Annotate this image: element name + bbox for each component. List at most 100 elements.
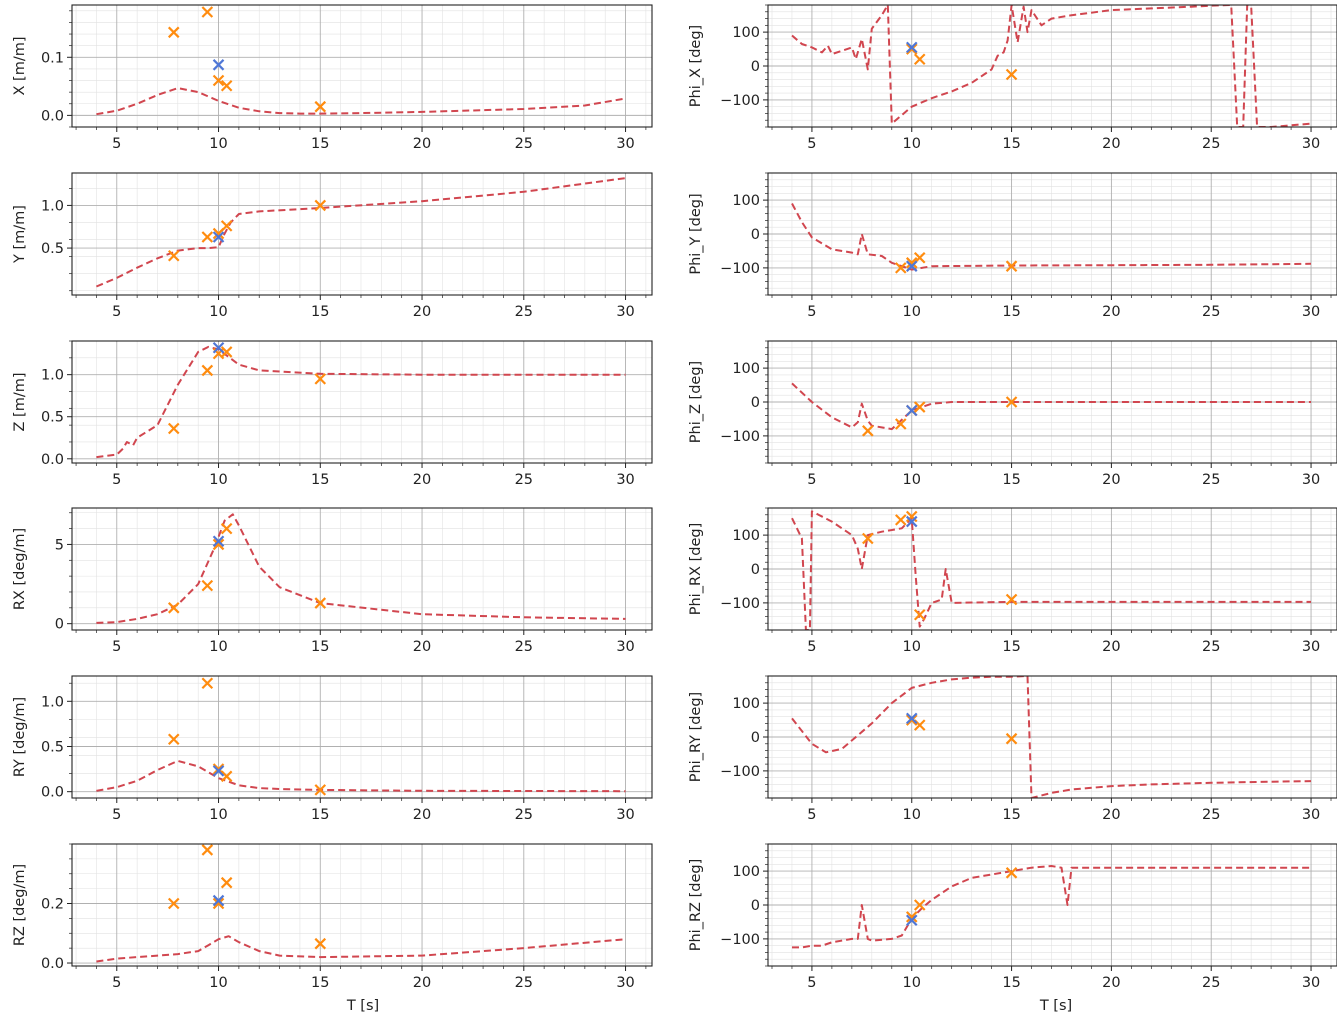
minor-grid bbox=[69, 173, 652, 298]
y-tick-label: −100 bbox=[720, 261, 760, 277]
y-tick-label: 100 bbox=[732, 25, 760, 41]
y-tick-label: 100 bbox=[732, 193, 760, 209]
y-tick-label: 0 bbox=[751, 59, 760, 75]
x-tick-label: 25 bbox=[515, 136, 533, 152]
x-tick-label: 20 bbox=[1102, 304, 1120, 320]
y-tick-label: 0 bbox=[751, 730, 760, 746]
panel-y: 5 10 15 20 25 30 0.5 1.0 Y [m/m] bbox=[12, 173, 652, 320]
x-tick-label: 20 bbox=[1102, 807, 1120, 823]
marker-orange bbox=[863, 426, 873, 436]
x-tick-label: 25 bbox=[515, 639, 533, 655]
panel-rz: 5 10 15 20 25 300.00.2RZ [deg/m] bbox=[12, 844, 652, 991]
x-tick-label: 20 bbox=[413, 304, 431, 320]
marker-orange bbox=[169, 251, 179, 261]
x-tick-label: 20 bbox=[413, 975, 431, 991]
x-tick-label: 5 bbox=[112, 639, 121, 655]
axes-frame bbox=[72, 844, 652, 966]
axes-frame bbox=[72, 341, 652, 463]
panel-phi-ry: 5 10 15 20 25 30 −100 0 100 Phi_RY [deg] bbox=[688, 676, 1337, 823]
marker-orange bbox=[896, 515, 906, 525]
x-tick-label: 10 bbox=[209, 136, 227, 152]
x-tick-label: 20 bbox=[413, 136, 431, 152]
x-tick-label: 20 bbox=[1102, 975, 1120, 991]
axes-frame bbox=[72, 173, 652, 295]
x-tick-label: 30 bbox=[1302, 639, 1320, 655]
x-tick-label: 30 bbox=[1302, 304, 1320, 320]
x-tick-label: 30 bbox=[616, 472, 634, 488]
y-axis-label-y: Y [m/m] bbox=[12, 205, 28, 264]
x-tick-label: 5 bbox=[807, 807, 816, 823]
minor-grid bbox=[765, 844, 1337, 969]
x-tick-label: 5 bbox=[112, 807, 121, 823]
y-axis-label-z: Z [m/m] bbox=[12, 373, 28, 432]
x-tick-label: 15 bbox=[311, 975, 329, 991]
x-tick-label: 15 bbox=[311, 136, 329, 152]
x-tick-label: 20 bbox=[413, 807, 431, 823]
panel-phi-x: 5 10 15 20 25 30 −100 0 100 Phi_X [deg] bbox=[688, 5, 1337, 152]
x-tick-label: 30 bbox=[1302, 136, 1320, 152]
y-axis-label-phi-ry: Phi_RY [deg] bbox=[688, 692, 704, 782]
minor-grid bbox=[765, 341, 1337, 466]
x-tick-label: 10 bbox=[209, 472, 227, 488]
x-tick-label: 15 bbox=[311, 304, 329, 320]
x-tick-label: 15 bbox=[1002, 304, 1020, 320]
panel-x: 5 10 15 20 25 300.00.1X [m/m] bbox=[12, 5, 652, 152]
minor-grid bbox=[69, 844, 652, 969]
x-tick-label: 20 bbox=[413, 639, 431, 655]
x-tick-label: 25 bbox=[1202, 472, 1220, 488]
x-tick-label: 10 bbox=[903, 807, 921, 823]
y-tick-label: 100 bbox=[732, 864, 760, 880]
x-tick-label: 15 bbox=[1002, 639, 1020, 655]
y-axis-label-rx: RX [deg/m] bbox=[12, 528, 28, 610]
x-tick-label: 5 bbox=[112, 472, 121, 488]
minor-grid bbox=[69, 5, 652, 130]
marker-orange bbox=[222, 771, 232, 781]
x-tick-label: 25 bbox=[515, 304, 533, 320]
x-tick-label: 5 bbox=[807, 639, 816, 655]
x-tick-label: 25 bbox=[515, 975, 533, 991]
marker-orange bbox=[222, 878, 232, 888]
x-tick-label: 20 bbox=[1102, 136, 1120, 152]
marker-orange bbox=[202, 365, 212, 375]
x-tick-label: 10 bbox=[903, 304, 921, 320]
x-tick-label: 10 bbox=[209, 807, 227, 823]
minor-grid bbox=[765, 508, 1337, 633]
y-tick-label: 100 bbox=[732, 528, 760, 544]
x-tick-label: 5 bbox=[807, 975, 816, 991]
y-tick-label: 1.0 bbox=[41, 368, 64, 384]
x-tick-label: 25 bbox=[515, 807, 533, 823]
x-tick-label: 15 bbox=[311, 807, 329, 823]
marker-orange bbox=[202, 581, 212, 591]
x-tick-label: 30 bbox=[1302, 807, 1320, 823]
y-tick-label: 0.2 bbox=[41, 897, 64, 913]
y-axis-label-phi-x: Phi_X [deg] bbox=[688, 25, 704, 107]
y-axis-label-rz: RZ [deg/m] bbox=[12, 864, 28, 946]
axes-frame bbox=[72, 508, 652, 630]
axes-frame bbox=[72, 676, 652, 798]
x-tick-label: 5 bbox=[112, 136, 121, 152]
x-tick-label: 20 bbox=[413, 472, 431, 488]
x-tick-label: 20 bbox=[1102, 639, 1120, 655]
y-tick-label: 0.5 bbox=[41, 410, 64, 426]
marker-orange bbox=[202, 845, 212, 855]
x-tick-label: 25 bbox=[1202, 304, 1220, 320]
y-tick-label: 100 bbox=[732, 696, 760, 712]
marker-orange bbox=[169, 27, 179, 37]
minor-grid bbox=[765, 173, 1337, 298]
y-tick-label: 5 bbox=[55, 537, 64, 553]
x-tick-label: 30 bbox=[616, 136, 634, 152]
marker-orange bbox=[169, 734, 179, 744]
y-tick-label: 0.0 bbox=[41, 956, 64, 972]
x-tick-label: 30 bbox=[616, 304, 634, 320]
y-tick-label: 0.0 bbox=[41, 108, 64, 124]
y-tick-label: −100 bbox=[720, 429, 760, 445]
x-tick-label: 30 bbox=[1302, 975, 1320, 991]
x-tick-label: 30 bbox=[1302, 472, 1320, 488]
y-tick-label: 0 bbox=[751, 898, 760, 914]
y-tick-label: 0.0 bbox=[41, 785, 64, 801]
panel-phi-rx: 5 10 15 20 25 30 −100 0 100 Phi_RX [deg] bbox=[688, 508, 1337, 655]
y-axis-label-phi-y: Phi_Y [deg] bbox=[688, 193, 704, 274]
x-axis-label-right: T [s] bbox=[1039, 998, 1072, 1014]
y-tick-label: 100 bbox=[732, 361, 760, 377]
marker-orange bbox=[915, 610, 925, 620]
